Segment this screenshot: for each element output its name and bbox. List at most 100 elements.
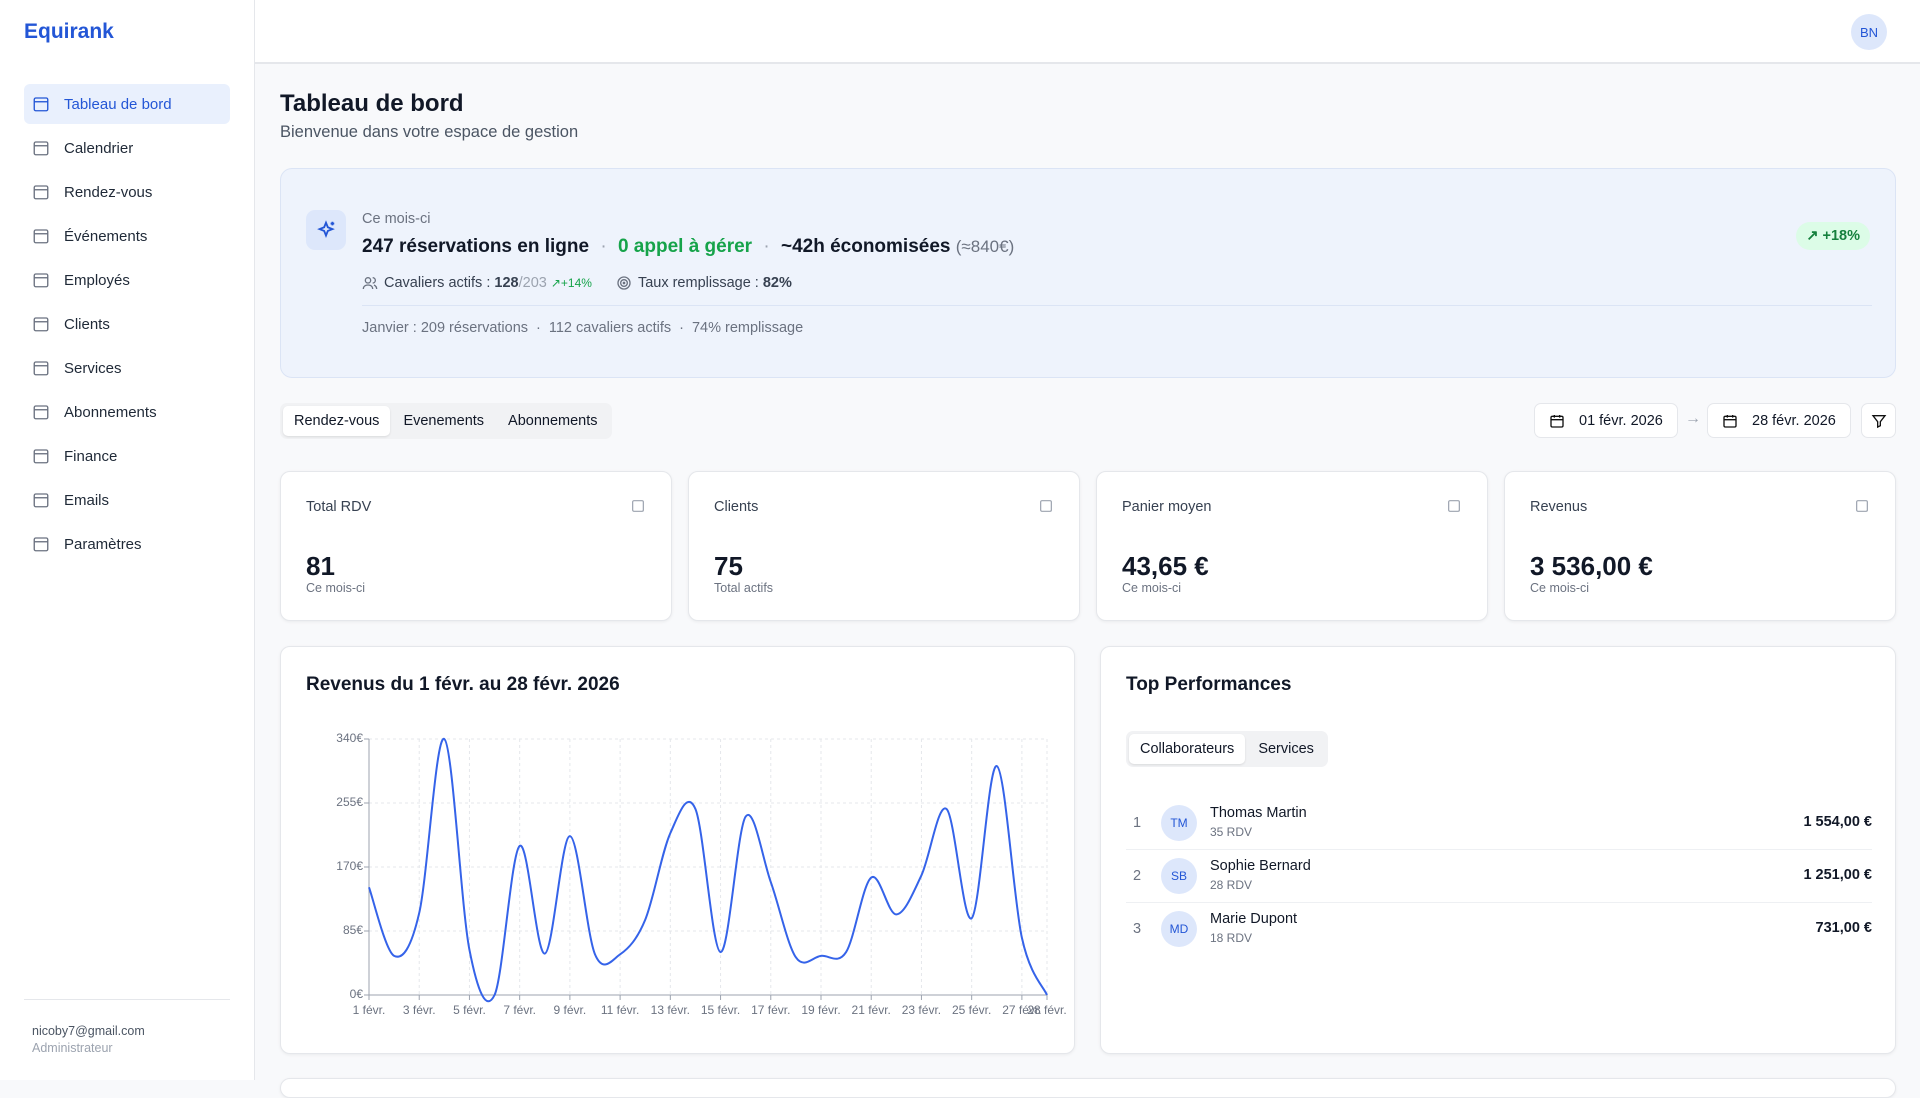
nav-label: Finance	[64, 448, 117, 465]
stat-card: Panier moyen43,65 €Ce mois-ci	[1096, 471, 1488, 621]
nav-label: Événements	[64, 228, 147, 245]
page-title: Tableau de bord	[280, 90, 464, 118]
rank: 2	[1133, 868, 1141, 884]
top-row: 1TMThomas Martin35 RDV1 554,00 €	[1126, 797, 1872, 850]
stat-note: Ce mois-ci	[306, 581, 365, 595]
stat-label: Revenus	[1530, 499, 1587, 515]
row-amount: 731,00 €	[1816, 920, 1872, 936]
x-tick-label: 25 févr.	[952, 1003, 991, 1017]
row-amount: 1 554,00 €	[1803, 814, 1872, 830]
nav-label: Rendez-vous	[64, 184, 152, 201]
previous-reservations: Janvier : 209 réservations	[362, 320, 528, 336]
stat-card: Revenus3 536,00 €Ce mois-ci	[1504, 471, 1896, 621]
nav-item[interactable]: Services	[24, 348, 230, 388]
top-title: Top Performances	[1126, 674, 1291, 696]
row-avatar: SB	[1161, 858, 1197, 894]
nav-item[interactable]: Abonnements	[24, 392, 230, 432]
summary-metrics: Cavaliers actifs : 128/203 ↗+14% Taux re…	[362, 275, 792, 291]
top-row: 2SBSophie Bernard28 RDV1 251,00 €	[1126, 850, 1872, 903]
date-arrow: →	[1685, 410, 1701, 428]
rank: 3	[1133, 921, 1141, 937]
summary-period: Ce mois-ci	[362, 211, 430, 227]
top-card: Top Performances CollaborateursServices …	[1100, 646, 1896, 1054]
row-name: Sophie Bernard	[1210, 858, 1311, 874]
next-card	[280, 1078, 1896, 1098]
x-tick-label: 19 févr.	[801, 1003, 840, 1017]
nav-item[interactable]: Rendez-vous	[24, 172, 230, 212]
x-tick-label: 21 févr.	[852, 1003, 891, 1017]
nav-item[interactable]: Événements	[24, 216, 230, 256]
revenue-card: Revenus du 1 févr. au 28 févr. 2026 0€85…	[280, 646, 1075, 1054]
x-tick-label: 11 févr.	[601, 1003, 639, 1017]
summary-icon	[306, 210, 346, 250]
nav-item[interactable]: Emails	[24, 480, 230, 520]
stat-label: Panier moyen	[1122, 499, 1211, 515]
nav-label: Employés	[64, 272, 130, 289]
date-start[interactable]: 01 févr. 2026	[1534, 403, 1678, 438]
date-end-text: 28 févr. 2026	[1752, 413, 1836, 429]
stat-icon	[1038, 498, 1054, 519]
revenue-line	[369, 739, 1047, 1001]
x-tick-label: 28 févr.	[1027, 1003, 1066, 1017]
nav-label: Emails	[64, 492, 109, 509]
y-tick-label: 170€	[336, 859, 363, 873]
stat-value: 75	[714, 551, 743, 582]
stat-icon	[630, 498, 646, 519]
x-tick-label: 23 févr.	[902, 1003, 941, 1017]
tab[interactable]: Services	[1247, 734, 1325, 764]
nav-item[interactable]: Tableau de bord	[24, 84, 230, 124]
riders-label: Cavaliers actifs :	[384, 275, 490, 291]
top-row: 3MDMarie Dupont18 RDV731,00 €	[1126, 903, 1872, 956]
tab[interactable]: Abonnements	[497, 406, 608, 436]
saved: ~42h économisées	[781, 236, 951, 257]
tab[interactable]: Evenements	[392, 406, 495, 436]
user-email[interactable]: nicoby7@gmail.com	[32, 1024, 145, 1038]
nav-label: Abonnements	[64, 404, 157, 421]
x-tick-label: 17 févr.	[751, 1003, 790, 1017]
riders-trend: ↗+14%	[551, 276, 592, 290]
row-avatar: MD	[1161, 911, 1197, 947]
top-tabs: CollaborateursServices	[1126, 731, 1328, 767]
divider	[24, 999, 230, 1000]
brand[interactable]: Equirank	[24, 20, 114, 44]
nav-item[interactable]: Finance	[24, 436, 230, 476]
nav-item[interactable]: Paramètres	[24, 524, 230, 564]
stat-note: Ce mois-ci	[1530, 581, 1589, 595]
nav-item[interactable]: Calendrier	[24, 128, 230, 168]
filter-button[interactable]	[1861, 403, 1896, 438]
previous-riders: 112 cavaliers actifs	[549, 320, 671, 336]
row-count: 18 RDV	[1210, 931, 1252, 945]
rank: 1	[1133, 815, 1141, 831]
stat-icon	[1854, 498, 1870, 519]
trend-badge: ↗ +18%	[1796, 222, 1870, 250]
summary-card: Ce mois-ci 247 réservations en ligne · 0…	[280, 168, 1896, 378]
stat-label: Clients	[714, 499, 758, 515]
row-count: 28 RDV	[1210, 878, 1252, 892]
tab[interactable]: Rendez-vous	[283, 406, 390, 436]
topbar: BN	[255, 0, 1920, 64]
tab[interactable]: Collaborateurs	[1129, 734, 1245, 764]
x-tick-label: 1 févr.	[353, 1003, 386, 1017]
nav-item[interactable]: Employés	[24, 260, 230, 300]
x-tick-label: 5 févr.	[453, 1003, 486, 1017]
stat-note: Total actifs	[714, 581, 773, 595]
x-tick-label: 15 févr.	[701, 1003, 740, 1017]
user-avatar[interactable]: BN	[1851, 14, 1887, 50]
nav-label: Tableau de bord	[64, 96, 172, 113]
date-end[interactable]: 28 févr. 2026	[1707, 403, 1851, 438]
tabs: Rendez-vousEvenementsAbonnements	[280, 403, 612, 439]
stat-note: Ce mois-ci	[1122, 581, 1181, 595]
row-name: Thomas Martin	[1210, 805, 1307, 821]
y-tick-label: 255€	[336, 795, 363, 809]
nav-item[interactable]: Clients	[24, 304, 230, 344]
reservations: 247 réservations en ligne	[362, 236, 589, 257]
x-tick-label: 3 févr.	[403, 1003, 436, 1017]
y-tick-label: 0€	[350, 987, 364, 1001]
summary-headline: 247 réservations en ligne · 0 appel à gé…	[362, 236, 1014, 258]
sidebar: Equirank nicoby7@gmail.com Administrateu…	[0, 0, 255, 1080]
row-avatar: TM	[1161, 805, 1197, 841]
nav-label: Clients	[64, 316, 110, 333]
chart: 0€85€170€255€340€1 févr.3 févr.5 févr.7 …	[281, 647, 1076, 1055]
stat-value: 81	[306, 551, 335, 582]
